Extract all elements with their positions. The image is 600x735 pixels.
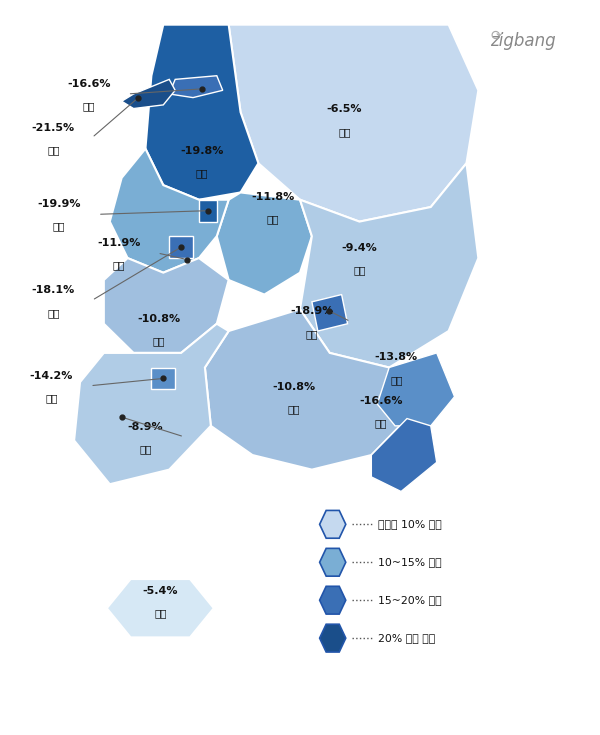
Text: 대구: 대구 [305,329,318,339]
PathPatch shape [122,79,175,109]
Text: 부산: 부산 [374,418,387,429]
Text: 20% 이상 하락: 20% 이상 하락 [379,633,436,643]
Text: -11.8%: -11.8% [251,192,295,202]
PathPatch shape [300,163,478,368]
Text: 경북: 경북 [353,265,365,276]
Text: -10.8%: -10.8% [137,314,180,323]
Text: 서울: 서울 [83,101,95,111]
PathPatch shape [110,148,229,273]
Polygon shape [107,579,214,637]
Text: 광주: 광주 [45,393,58,403]
Text: -16.6%: -16.6% [359,396,403,406]
Text: 대전: 대전 [47,308,59,318]
Text: 10~15% 하락: 10~15% 하락 [379,557,442,567]
Text: 울산: 울산 [390,375,403,385]
Text: zigbang: zigbang [490,32,556,50]
PathPatch shape [312,295,347,331]
Text: 충남: 충남 [112,260,125,270]
Text: -13.8%: -13.8% [375,352,418,362]
PathPatch shape [205,309,407,470]
Text: 15~20% 하락: 15~20% 하락 [379,595,442,605]
PathPatch shape [145,25,259,200]
Text: 전남: 전남 [139,444,152,454]
Text: 경남: 경남 [288,404,301,414]
Text: 전북: 전북 [152,336,165,346]
PathPatch shape [371,418,437,492]
PathPatch shape [229,25,478,222]
Text: -6.5%: -6.5% [327,104,362,115]
PathPatch shape [104,258,229,353]
Text: -21.5%: -21.5% [32,123,75,132]
PathPatch shape [74,323,229,484]
PathPatch shape [199,200,217,222]
Text: -18.1%: -18.1% [32,285,75,295]
Text: 세종: 세종 [53,222,65,232]
Text: -8.9%: -8.9% [128,422,163,431]
Text: 하락률 10% 미만: 하락률 10% 미만 [379,520,442,529]
Text: ⟳: ⟳ [490,29,502,43]
Text: 충북: 충북 [267,215,280,224]
Text: 제주: 제주 [154,609,167,618]
Text: -9.4%: -9.4% [341,243,377,253]
Text: -10.8%: -10.8% [272,381,316,392]
Text: -5.4%: -5.4% [143,586,178,596]
PathPatch shape [377,353,455,426]
Text: -19.8%: -19.8% [180,146,224,156]
PathPatch shape [217,193,312,295]
Text: 경기: 경기 [196,168,208,179]
PathPatch shape [169,236,193,258]
Text: -16.6%: -16.6% [67,79,111,89]
Text: -18.9%: -18.9% [290,306,334,317]
Text: -11.9%: -11.9% [97,238,140,248]
Text: 인천: 인천 [47,145,59,155]
Text: -14.2%: -14.2% [30,370,73,381]
Text: 강원: 강원 [338,126,351,137]
Text: -19.9%: -19.9% [37,199,81,209]
PathPatch shape [151,368,175,390]
PathPatch shape [169,76,223,98]
